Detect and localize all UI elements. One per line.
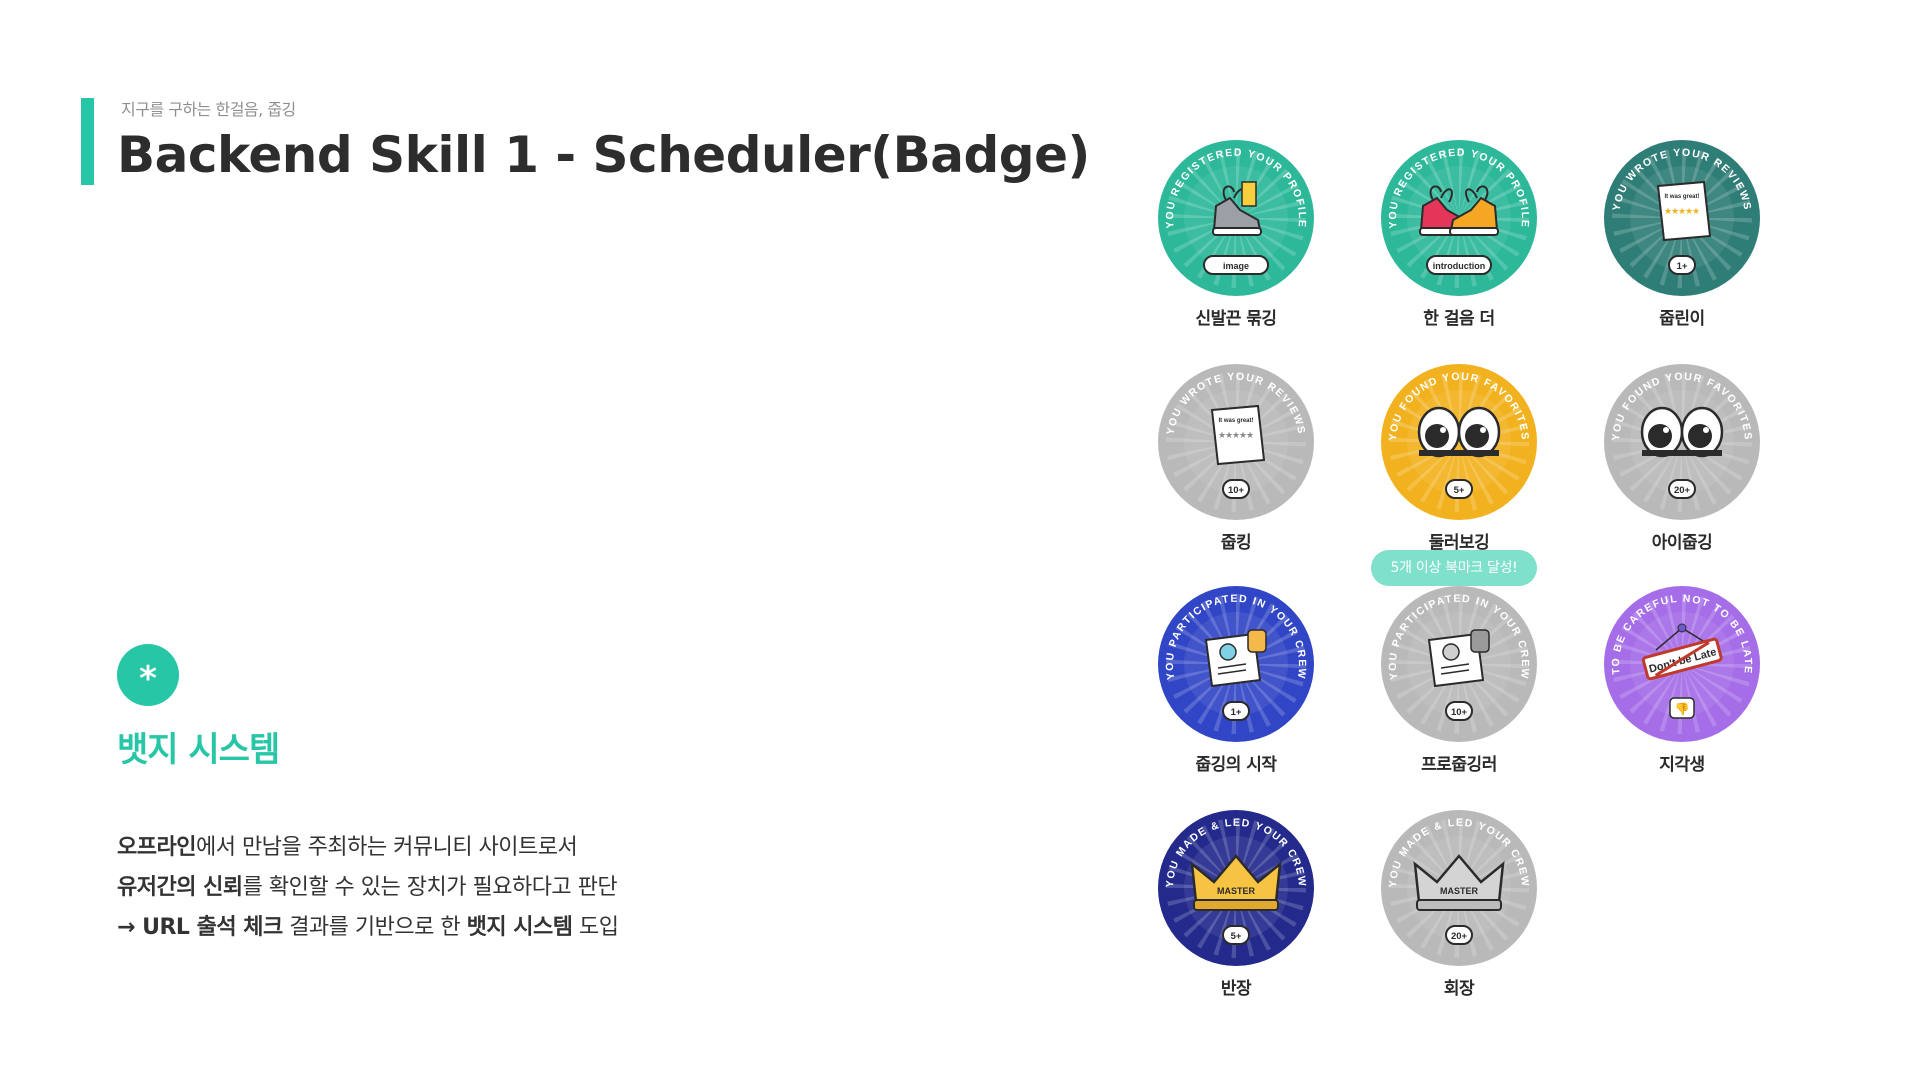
page-subtitle: 지구를 구하는 한걸음, 줍깅 [121, 100, 296, 119]
badge-label: 프로줍깅러 [1421, 755, 1497, 775]
badge-item: YOU FOUND YOUR FAVORITES 5+ 둘러보깅 [1379, 362, 1539, 553]
badge-item: YOU PARTICIPATED IN YOUR CREW 1+ 줍깅의 시작 [1156, 584, 1316, 775]
asterisk-icon: * [117, 644, 179, 706]
badge-label: 아이줍깅 [1651, 533, 1713, 553]
badge-label: 줍린이 [1659, 309, 1705, 329]
badge-item: YOU PARTICIPATED IN YOUR CREW 10+ 프로줍깅러 [1379, 584, 1539, 775]
svg-text:5+: 5+ [1454, 485, 1465, 496]
svg-text:20+: 20+ [1674, 485, 1691, 496]
badge-label: 반장 [1220, 979, 1252, 999]
badge-item: YOU FOUND YOUR FAVORITES 20+ 아이줍깅 [1602, 362, 1762, 553]
svg-text:20+: 20+ [1451, 931, 1468, 942]
svg-text:★: ★ [1664, 207, 1672, 217]
svg-text:introduction: introduction [1433, 261, 1486, 271]
svg-text:★: ★ [1225, 431, 1233, 441]
badge-item: YOU MADE & LED YOUR CREW MASTER 20+ 회장 [1379, 808, 1539, 999]
svg-text:★: ★ [1685, 207, 1693, 217]
svg-text:★: ★ [1678, 207, 1686, 217]
badge-item: YOU WROTE YOUR REVIEWS It was great! ★ ★ ★ ★ ★… [1602, 138, 1762, 329]
description-line-1: 오프라인에서 만남을 주최하는 커뮤니티 사이트로서 [117, 835, 578, 860]
svg-text:5+: 5+ [1231, 931, 1242, 942]
svg-text:10+: 10+ [1228, 485, 1245, 496]
section-heading: 뱃지 시스템 [117, 730, 280, 770]
svg-text:10+: 10+ [1451, 707, 1468, 718]
badge-label: 줍킹 [1220, 533, 1252, 553]
title-accent-bar [81, 98, 94, 185]
badge-item: YOU WROTE YOUR REVIEWS It was great! ★ ★ ★ ★ ★… [1156, 362, 1316, 553]
svg-text:1+: 1+ [1231, 707, 1242, 718]
badge-label: 지각생 [1659, 755, 1705, 775]
badge-item: YOU MADE & LED YOUR CREW MASTER 5+ 반장 [1156, 808, 1316, 999]
svg-text:★: ★ [1218, 431, 1226, 441]
svg-text:MASTER: MASTER [1440, 886, 1479, 896]
svg-text:It was great!: It was great! [1218, 418, 1253, 424]
svg-text:★: ★ [1692, 207, 1700, 217]
description-line-3: → URL 출석 체크 결과를 기반으로 한 뱃지 시스템 도입 [117, 915, 619, 940]
badge-label: 회장 [1443, 979, 1475, 999]
description-line-2: 유저간의 신뢰를 확인할 수 있는 장치가 필요하다고 판단 [117, 875, 618, 900]
description: 오프라인에서 만남을 주최하는 커뮤니티 사이트로서 유저간의 신뢰를 확인할 … [117, 828, 619, 948]
svg-text:image: image [1223, 261, 1249, 271]
svg-text:It was great!: It was great! [1664, 194, 1699, 200]
badge-item: TO BE CAREFUL NOT TO BE LATE Don't be Lat… [1602, 584, 1762, 775]
badge-label: 줍깅의 시작 [1195, 755, 1277, 775]
svg-text:★: ★ [1246, 431, 1254, 441]
badge-item: YOU REGISTERED YOUR PROFILE image 신발끈 묶깅 [1156, 138, 1316, 329]
page-title: Backend Skill 1 - Scheduler(Badge) [117, 126, 1090, 184]
badge-label: 한 걸음 더 [1423, 309, 1495, 329]
svg-text:★: ★ [1671, 207, 1679, 217]
svg-text:★: ★ [1232, 431, 1240, 441]
svg-text:1+: 1+ [1677, 261, 1688, 272]
bookmark-tooltip: 5개 이상 북마크 달성! [1371, 550, 1537, 586]
svg-text:👎: 👎 [1675, 702, 1690, 716]
svg-text:MASTER: MASTER [1217, 886, 1256, 896]
badge-label: 신발끈 묶깅 [1195, 309, 1277, 329]
svg-text:★: ★ [1239, 431, 1247, 441]
badge-item: YOU REGISTERED YOUR PROFILE introduction 한… [1379, 138, 1539, 329]
badge-label: 둘러보깅 [1428, 533, 1490, 553]
